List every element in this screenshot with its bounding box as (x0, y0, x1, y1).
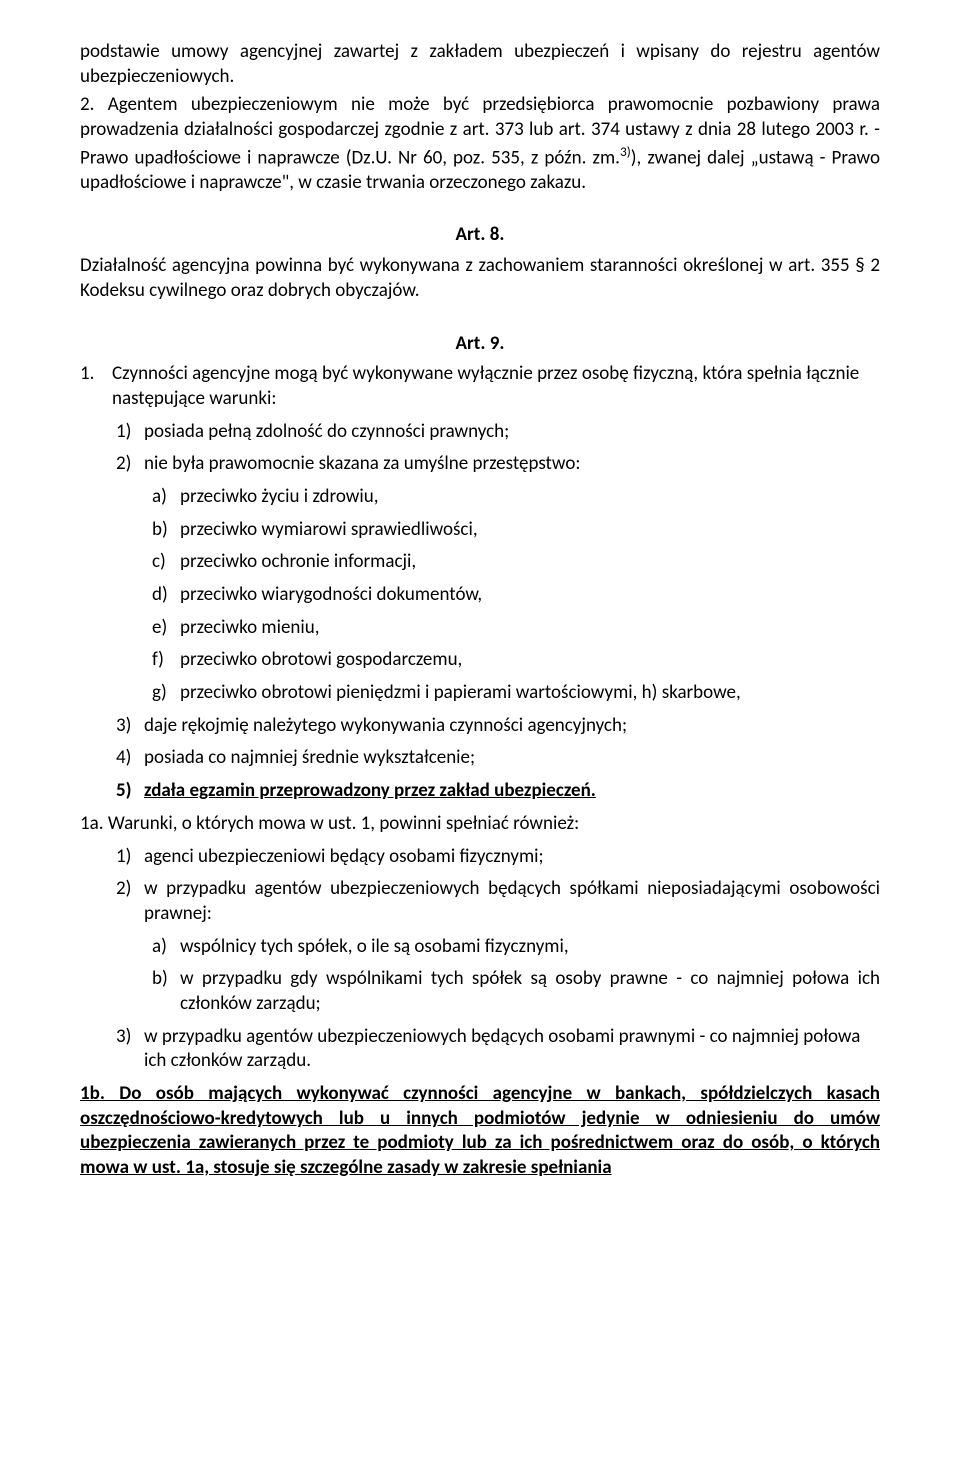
art9-1-lead-body: Czynności agencyjne mogą być wykonywane … (112, 362, 880, 411)
art9-1-2-e: e) przeciwko mieniu, (80, 616, 880, 641)
art9-1a-2: 2) w przypadku agentów ubezpieczeniowych… (80, 877, 880, 926)
art9-1a-2-a-num: a) (152, 935, 180, 960)
intro-sup: 3) (620, 143, 631, 160)
art9-1-2-e-num: e) (152, 616, 180, 641)
art9-1b: 1b. Do osób mających wykonywać czynności… (80, 1082, 880, 1181)
art9-1-2-b: b) przeciwko wymiarowi sprawiedliwości, (80, 518, 880, 543)
art9-1a-3: 3) w przypadku agentów ubezpieczeniowych… (80, 1025, 880, 1074)
art9-1a-1: 1) agenci ubezpieczeniowi będący osobami… (80, 845, 880, 870)
art9-heading: Art. 9. (80, 332, 880, 357)
art9-1-1-num: 1) (116, 420, 144, 445)
art9-1-2-body: nie była prawomocnie skazana za umyślne … (144, 452, 880, 477)
art9-1-5: 5) zdała egzamin przeprowadzony przez za… (80, 779, 880, 804)
art9-1a-lead: 1a. Warunki, o których mowa w ust. 1, po… (80, 812, 880, 837)
art9-1-lead-num: 1. (80, 362, 112, 411)
art9-1-1-body: posiada pełną zdolność do czynności praw… (144, 420, 880, 445)
art9-1a-3-body: w przypadku agentów ubezpieczeniowych bę… (144, 1025, 880, 1074)
document-page: podstawie umowy agencyjnej zawartej z za… (0, 0, 960, 1225)
art9-1-2-g: g) przeciwko obrotowi pieniędzmi i papie… (80, 681, 880, 706)
art9-1-2-g-num: g) (152, 681, 180, 706)
art9-1a-2-body: w przypadku agentów ubezpieczeniowych bę… (144, 877, 880, 926)
art9-1-2-a-num: a) (152, 485, 180, 510)
art9-1a-2-b-num: b) (152, 967, 180, 1016)
art9-1-4: 4) posiada co najmniej średnie wykształc… (80, 746, 880, 771)
art9-1-2-f-num: f) (152, 648, 180, 673)
art9-1-2-c-num: c) (152, 550, 180, 575)
art9-1-2: 2) nie była prawomocnie skazana za umyśl… (80, 452, 880, 477)
art9-1-2-c: c) przeciwko ochronie informacji, (80, 550, 880, 575)
art9-1-2-f-body: przeciwko obrotowi gospodarczemu, (180, 648, 880, 673)
art9-1-2-num: 2) (116, 452, 144, 477)
intro-p2-num: 2. (80, 93, 94, 116)
art9-1-3: 3) daje rękojmię należytego wykonywania … (80, 714, 880, 739)
art9-1-4-body: posiada co najmniej średnie wykształceni… (144, 746, 880, 771)
art9-1-lead: 1. Czynności agencyjne mogą być wykonywa… (80, 362, 880, 411)
art9-1a-3-num: 3) (116, 1025, 144, 1074)
art9-1-2-g-body: przeciwko obrotowi pieniędzmi i papieram… (180, 681, 880, 706)
art9-1-3-num: 3) (116, 714, 144, 739)
art9-1-3-body: daje rękojmię należytego wykonywania czy… (144, 714, 880, 739)
art8-body: Działalność agencyjna powinna być wykony… (80, 254, 880, 303)
art9-1-2-b-body: przeciwko wymiarowi sprawiedliwości, (180, 518, 880, 543)
art9-1-2-b-num: b) (152, 518, 180, 543)
art9-1-2-d: d) przeciwko wiarygodności dokumentów, (80, 583, 880, 608)
art9-1a-1-body: agenci ubezpieczeniowi będący osobami fi… (144, 845, 880, 870)
art9-1-2-a-body: przeciwko życiu i zdrowiu, (180, 485, 880, 510)
art9-1a-2-num: 2) (116, 877, 144, 926)
art9-1-5-num: 5) (116, 779, 144, 804)
art9-1-2-c-body: przeciwko ochronie informacji, (180, 550, 880, 575)
art9-1-5-body: zdała egzamin przeprowadzony przez zakła… (144, 779, 880, 804)
art9-1a-2-a: a) wspólnicy tych spółek, o ile są osoba… (80, 935, 880, 960)
art9-1a-1-num: 1) (116, 845, 144, 870)
art9-1-2-f: f) przeciwko obrotowi gospodarczemu, (80, 648, 880, 673)
art9-1-2-a: a) przeciwko życiu i zdrowiu, (80, 485, 880, 510)
art9-1a-2-b-body: w przypadku gdy wspólnikami tych spółek … (180, 967, 880, 1016)
art9-1-2-d-num: d) (152, 583, 180, 608)
art9-1-1: 1) posiada pełną zdolność do czynności p… (80, 420, 880, 445)
intro-p1: podstawie umowy agencyjnej zawartej z za… (80, 40, 880, 89)
art9-1a-2-a-body: wspólnicy tych spółek, o ile są osobami … (180, 935, 880, 960)
intro-p2: 2. Agentem ubezpieczeniowym nie może być… (80, 93, 880, 195)
art9-1a-2-b: b) w przypadku gdy wspólnikami tych spół… (80, 967, 880, 1016)
art9-1-2-d-body: przeciwko wiarygodności dokumentów, (180, 583, 880, 608)
art9-1-4-num: 4) (116, 746, 144, 771)
art8-heading: Art. 8. (80, 223, 880, 248)
art9-1-2-e-body: przeciwko mieniu, (180, 616, 880, 641)
